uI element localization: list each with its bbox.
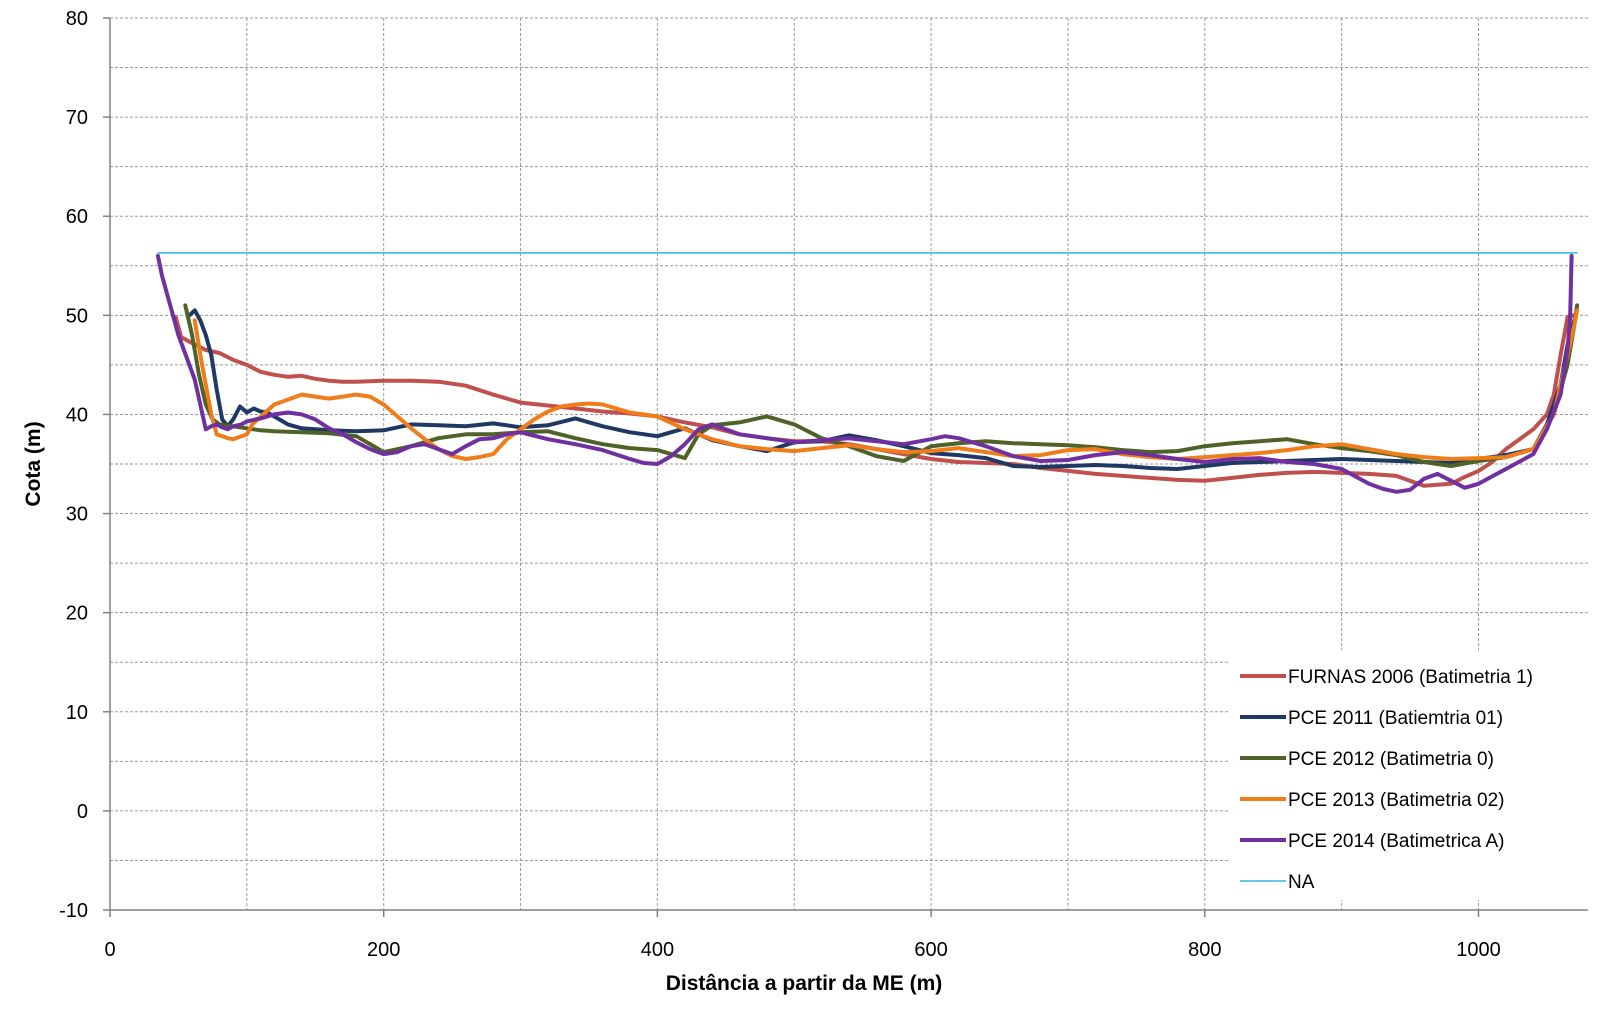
y-tick-label: 20 [66,603,88,625]
y-tick-label: 50 [66,305,88,327]
y-tick-label: 0 [77,801,88,823]
axes [103,17,1588,917]
x-tick-label: 600 [914,939,947,961]
x-tick-label: 800 [1188,939,1221,961]
series-lines [155,252,1580,494]
series-line-4 [155,253,1574,494]
y-tick-label: 60 [66,206,88,228]
y-tick-label: 80 [66,8,88,30]
x-tick-label: 0 [104,939,115,961]
legend-label: FURNAS 2006 (Batimetria 1) [1288,667,1533,688]
legend-label: PCE 2011 (Batiemtria 01) [1288,708,1503,729]
legend-background [1230,650,1595,900]
x-tick-label: 200 [367,939,400,961]
y-tick-label: 40 [66,404,88,426]
series-line-3 [192,308,1580,461]
y-tick-label: -10 [59,900,88,922]
y-tick-label: 70 [66,107,88,129]
y-axis-title: Cota (m) [22,421,45,506]
legend-label: NA [1288,872,1315,893]
x-tick-label: 1000 [1456,939,1501,961]
x-axis-title: Distância a partir da ME (m) [666,972,943,995]
legend-label: PCE 2012 (Batimetria 0) [1288,749,1494,770]
y-tick-label: 30 [66,504,88,526]
legend-label: PCE 2013 (Batimetria 02) [1288,790,1505,811]
y-tick-label: 10 [66,702,88,724]
x-tick-label: 400 [641,939,674,961]
series-line-1 [187,308,1577,471]
legend: FURNAS 2006 (Batimetria 1) PCE 2011 (Bati… [1230,650,1595,900]
legend-label: PCE 2014 (Batimetrica A) [1288,831,1504,852]
